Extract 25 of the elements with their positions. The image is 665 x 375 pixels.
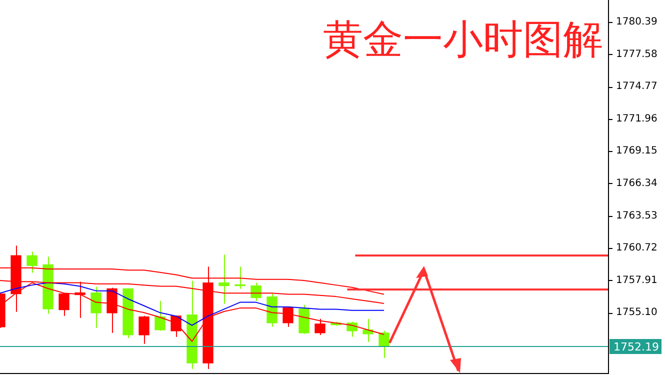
- y-tick-label: 1755.10: [616, 307, 658, 318]
- y-tick-label: 1769.15: [616, 146, 658, 157]
- candlestick: [314, 318, 326, 336]
- y-tick-label: 1777.58: [616, 48, 658, 60]
- candlestick: [346, 321, 358, 338]
- y-tick-label: 1760.72: [616, 242, 658, 254]
- y-tick-label: 1766.34: [616, 178, 658, 190]
- candlestick: [58, 293, 70, 316]
- y-tick-label: 1757.91: [616, 274, 658, 286]
- chart-title: 黄金一小时图解: [323, 16, 603, 65]
- candlestick: [26, 251, 38, 274]
- candlestick: [234, 266, 246, 290]
- candlestick: [90, 286, 102, 328]
- candlestick: [154, 300, 166, 332]
- candlestick: [250, 282, 262, 302]
- y-tick-label: 1774.77: [616, 81, 658, 92]
- ref-line-label: 1752.19: [614, 340, 659, 354]
- candlestick: [170, 315, 182, 338]
- candlestick: [138, 315, 150, 344]
- y-tick-label: 1771.96: [616, 113, 658, 124]
- y-tick-label: 1780.39: [616, 16, 658, 28]
- candlestick: [282, 307, 294, 328]
- candlestick: [218, 254, 230, 304]
- y-tick-label: 1763.53: [616, 210, 658, 222]
- candlestick: [378, 330, 390, 358]
